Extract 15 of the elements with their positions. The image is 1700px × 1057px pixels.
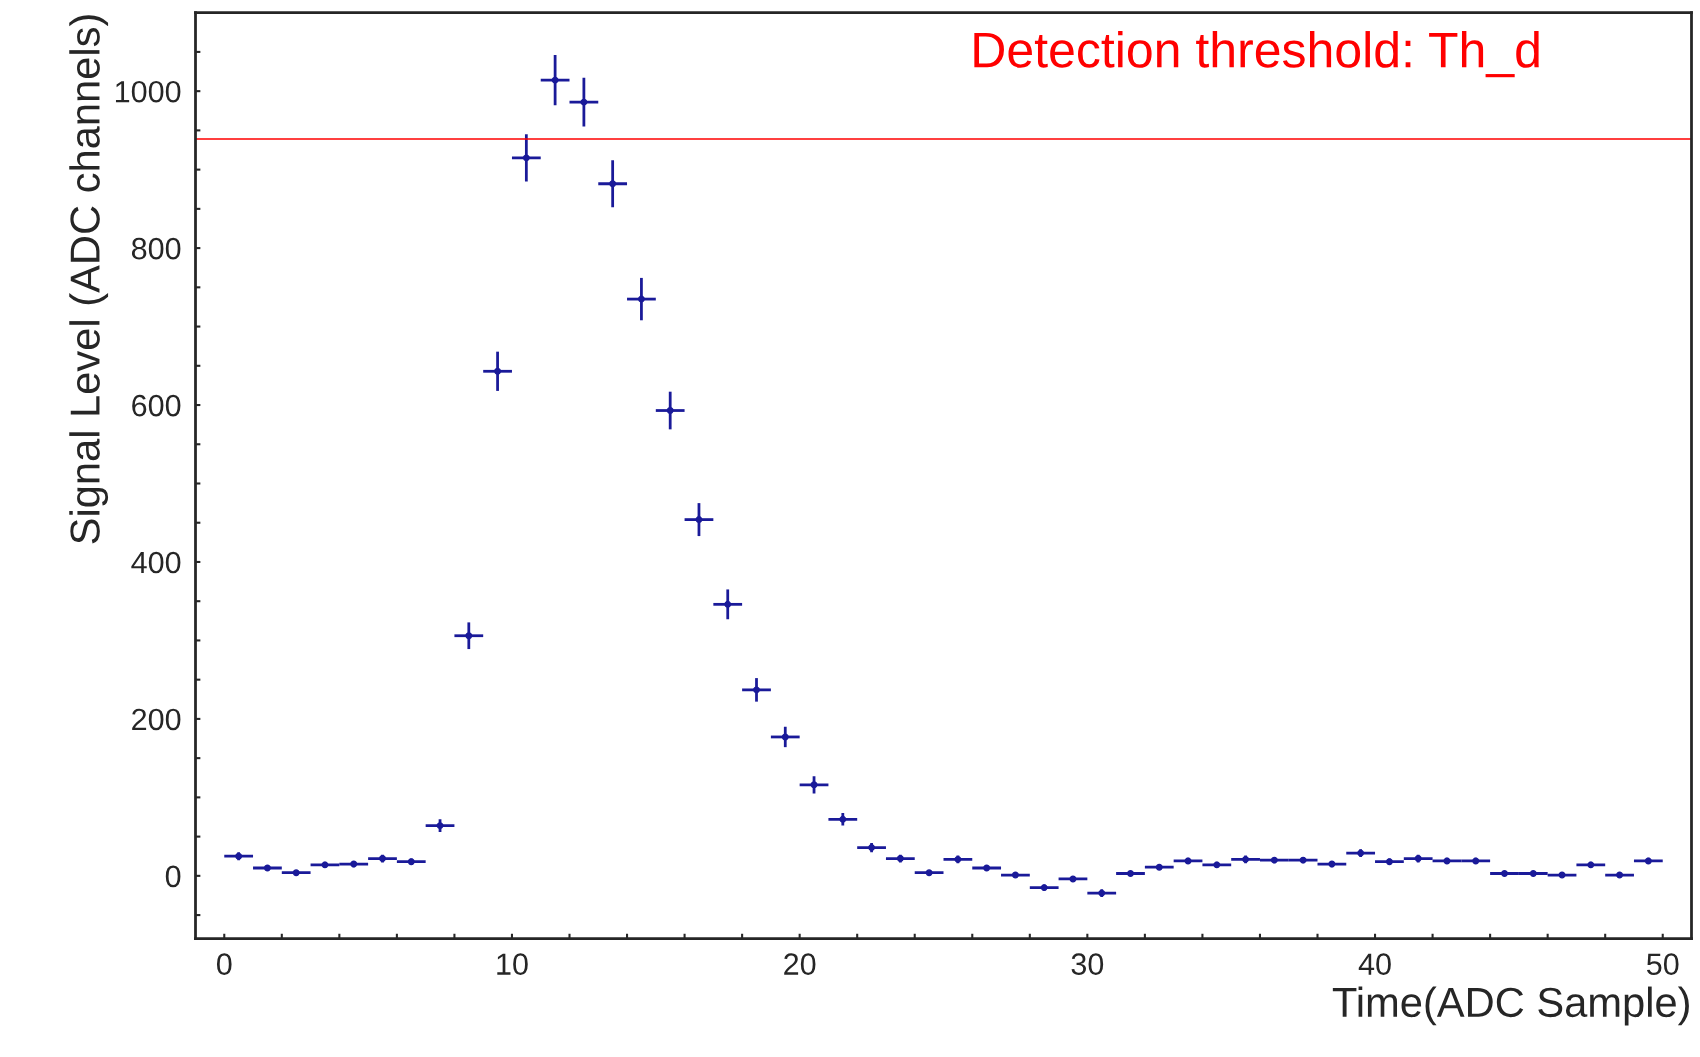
y-tick-label: 800 [131,237,181,260]
y-tick-label: 1000 [115,80,181,103]
ref-line-label: Detection threshold: Th_d [974,31,1539,78]
y-axis-title: Signal Level (ADC channels) [69,15,109,544]
x-tick-label: 50 [1646,953,1679,975]
x-tick-label: 30 [1071,953,1104,975]
y-tick-label: 0 [165,865,181,888]
x-tick-label: 40 [1358,953,1391,975]
x-tick-label: 0 [216,953,232,975]
y-tick-label: 200 [132,708,181,731]
y-tick-label: 400 [131,551,181,574]
x-tick-label: 20 [784,953,816,975]
x-axis-title: Time(ADC Sample) [1332,986,1689,1026]
x-tick-label: 10 [497,953,528,975]
y-tick-label: 600 [132,394,181,417]
